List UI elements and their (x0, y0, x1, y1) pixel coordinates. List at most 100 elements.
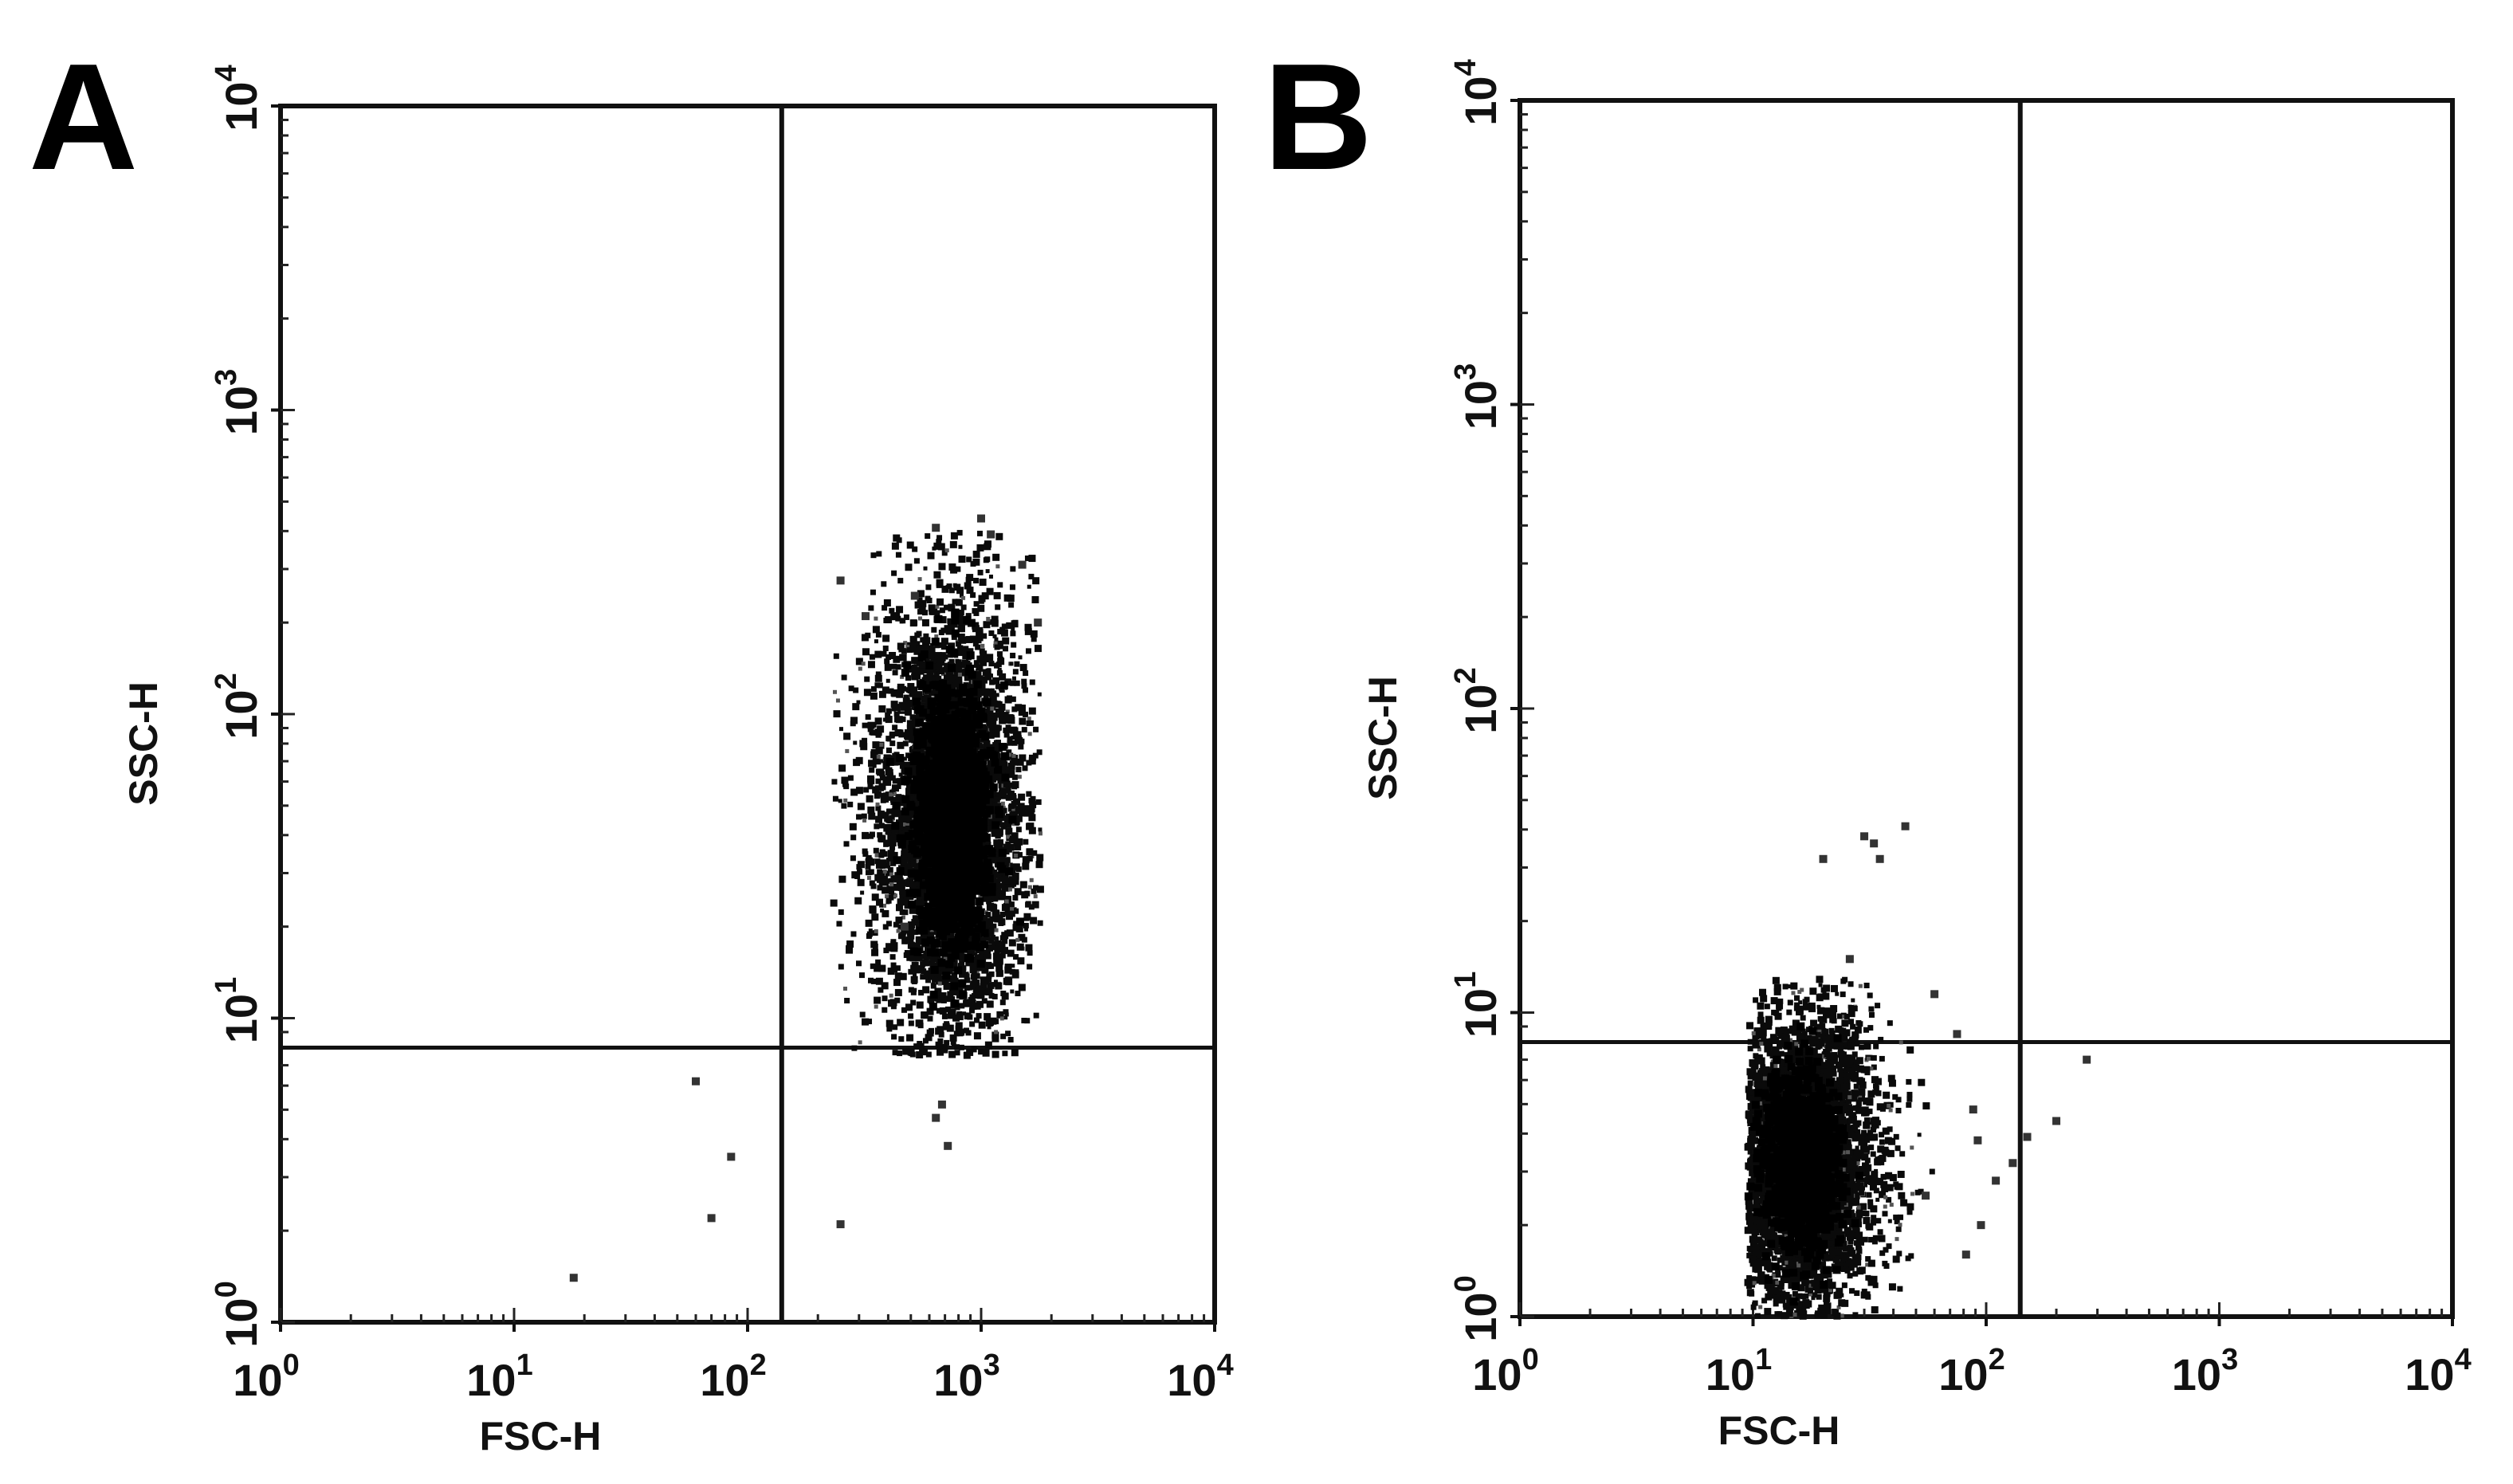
event-dot (917, 597, 923, 603)
event-dot (1014, 854, 1019, 858)
event-dot (917, 577, 922, 582)
event-dot (995, 964, 1003, 972)
event-dot (869, 880, 875, 886)
event-dot (905, 700, 913, 708)
event-dot (866, 1019, 873, 1025)
event-dot (875, 959, 882, 965)
event-dot (874, 964, 882, 972)
event-dot (1007, 595, 1015, 603)
y-tick-exponent: 2 (210, 673, 243, 689)
event-dot (857, 878, 865, 886)
event-dot (990, 905, 996, 912)
event-dot (885, 943, 892, 949)
event-dot (890, 962, 897, 968)
event-dot (889, 889, 895, 895)
event-dot (1036, 749, 1043, 756)
event-dot (903, 694, 909, 701)
event-dot (885, 712, 891, 718)
event-dot (1029, 679, 1035, 685)
event-dot (843, 798, 848, 803)
event-dot (901, 938, 908, 944)
event-dot (1010, 566, 1016, 572)
event-dot (956, 1011, 963, 1017)
event-dot (894, 965, 901, 972)
x-tick-exponent: 3 (984, 1349, 1000, 1382)
event-dot (976, 897, 984, 905)
event-dot (903, 614, 909, 620)
event-dot (944, 967, 952, 975)
event-dot (882, 886, 889, 894)
event-dot (996, 669, 1003, 676)
event-dot (908, 729, 916, 737)
event-dot (969, 966, 977, 974)
event-dot (994, 765, 1003, 774)
event-dot (998, 790, 1006, 798)
event-dot (915, 713, 923, 721)
y-tick-label: 104 (210, 65, 266, 131)
event-dot (852, 703, 860, 711)
event-dot (965, 613, 972, 619)
event-dot (863, 689, 871, 697)
event-dot (996, 953, 1003, 960)
event-dot (929, 990, 938, 999)
event-dot (862, 1018, 870, 1026)
event-dot (958, 544, 963, 549)
event-dot (944, 666, 950, 673)
event-dot (923, 970, 931, 978)
event-dot (870, 978, 877, 984)
event-dot (833, 653, 839, 659)
population-dots (830, 529, 1044, 1059)
event-dot (956, 986, 964, 994)
event-dot (939, 607, 945, 614)
event-dot (992, 896, 999, 902)
event-dot (987, 799, 993, 805)
x-tick-label: 101 (466, 1349, 532, 1405)
event-dot (883, 947, 889, 953)
event-dot (869, 767, 875, 773)
event-dot (967, 720, 976, 729)
event-dot (901, 648, 907, 654)
event-dot (845, 748, 850, 753)
event-dot (1025, 648, 1031, 654)
event-dot (895, 552, 901, 558)
event-dot (906, 724, 913, 731)
event-dot (987, 764, 995, 772)
event-dot (892, 967, 898, 973)
event-dot (1027, 584, 1031, 589)
event-dot (862, 848, 868, 854)
event-dot (946, 626, 954, 634)
event-dot (981, 732, 990, 741)
event-dot (1025, 944, 1033, 952)
event-dot (969, 960, 977, 968)
event-dot (1021, 678, 1027, 685)
event-dot (992, 677, 1000, 685)
event-dot (869, 905, 877, 913)
event-dot (870, 552, 877, 559)
event-dot (887, 850, 895, 858)
event-dot (931, 982, 936, 987)
event-dot (997, 667, 1002, 672)
event-dot (885, 870, 891, 877)
event-dot (962, 653, 968, 659)
event-dot (862, 818, 867, 822)
event-dot (1018, 983, 1026, 991)
event-dot (947, 975, 955, 983)
event-dot (1012, 727, 1019, 733)
event-dot (1011, 795, 1017, 801)
event-dot (893, 856, 901, 865)
event-dot (943, 684, 952, 693)
event-dot (1012, 619, 1019, 626)
event-dot (1021, 891, 1029, 899)
event-dot (964, 582, 972, 590)
event-dot (948, 994, 954, 1000)
event-dot (997, 778, 1003, 784)
event-dot (850, 931, 857, 937)
event-dot (936, 598, 944, 606)
event-dot (1031, 901, 1039, 909)
event-dot (976, 960, 985, 968)
event-dot (1012, 669, 1019, 675)
event-dot (926, 673, 933, 680)
event-dot (907, 932, 915, 940)
event-dot (935, 1027, 943, 1035)
event-dot (885, 757, 894, 766)
